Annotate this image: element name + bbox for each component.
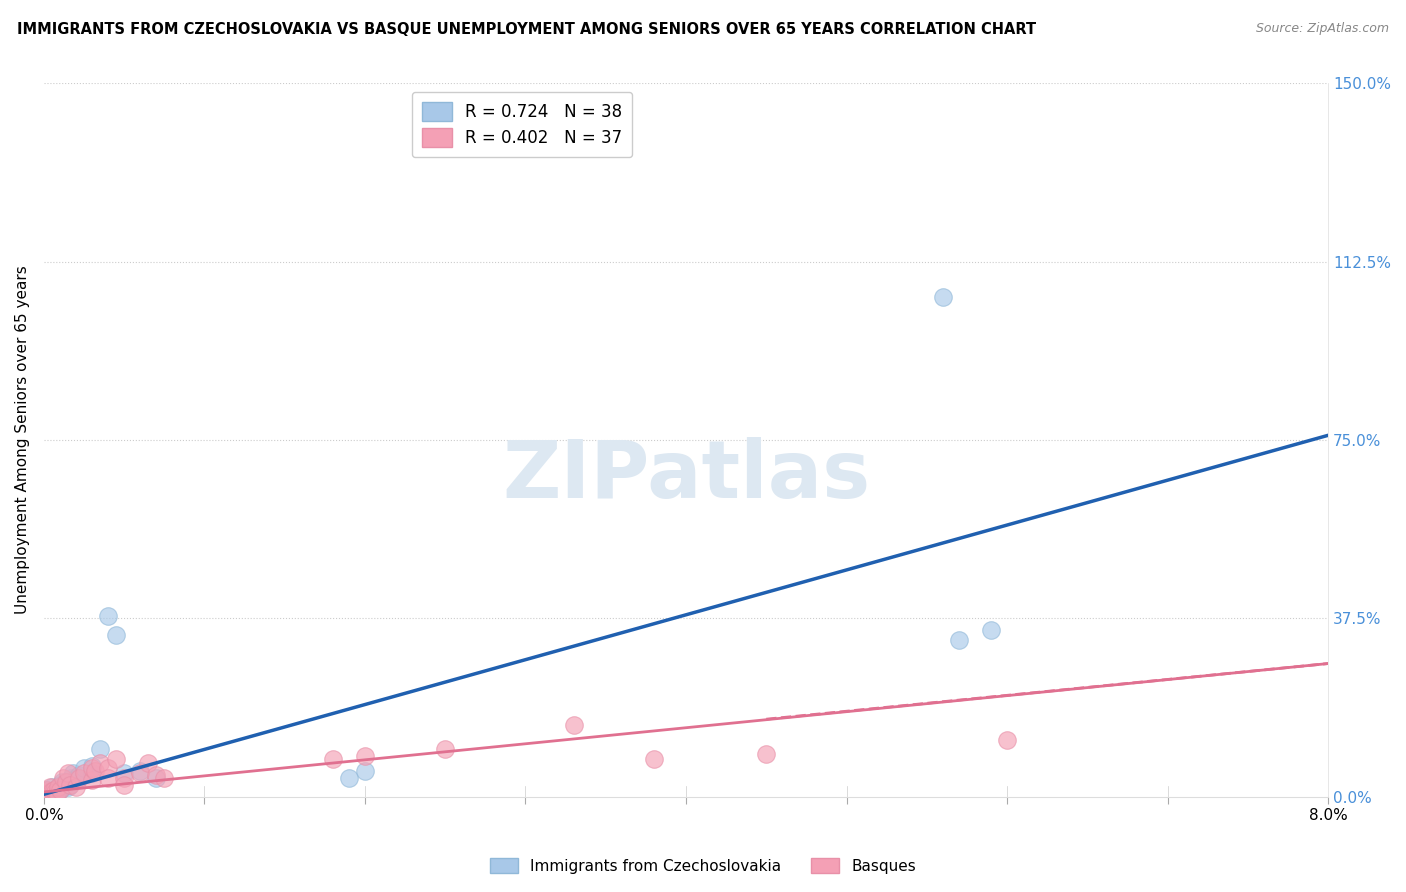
Point xyxy=(65,771,87,785)
Point xyxy=(62,765,84,780)
Point xyxy=(112,771,135,785)
Point xyxy=(89,742,111,756)
Point xyxy=(52,771,75,785)
Point xyxy=(112,765,135,780)
Point xyxy=(89,756,111,771)
Point xyxy=(995,732,1018,747)
Point xyxy=(42,782,65,797)
Point xyxy=(38,786,60,800)
Point xyxy=(58,778,80,792)
Point xyxy=(80,772,103,787)
Point xyxy=(105,751,128,765)
Point xyxy=(53,778,76,792)
Point xyxy=(65,780,87,794)
Point xyxy=(145,768,167,782)
Point xyxy=(46,780,69,794)
Point xyxy=(97,771,120,785)
Point xyxy=(41,780,63,794)
Point xyxy=(34,785,56,799)
Text: Source: ZipAtlas.com: Source: ZipAtlas.com xyxy=(1256,22,1389,36)
Point xyxy=(41,784,63,798)
Legend: Immigrants from Czechoslovakia, Basques: Immigrants from Czechoslovakia, Basques xyxy=(484,852,922,880)
Point xyxy=(39,780,62,794)
Point xyxy=(97,609,120,624)
Point xyxy=(80,765,103,780)
Point xyxy=(56,780,79,794)
Point xyxy=(38,785,60,799)
Point xyxy=(354,749,377,764)
Point xyxy=(80,761,103,775)
Point xyxy=(643,751,665,765)
Point xyxy=(97,761,120,775)
Point xyxy=(65,772,87,787)
Point xyxy=(34,785,56,799)
Point xyxy=(67,771,90,785)
Point xyxy=(35,782,58,797)
Point xyxy=(58,778,80,792)
Point xyxy=(84,764,107,778)
Point xyxy=(980,624,1002,638)
Point xyxy=(145,771,167,785)
Point xyxy=(129,765,152,780)
Point xyxy=(51,775,73,789)
Point xyxy=(73,765,96,780)
Point xyxy=(948,632,970,647)
Legend: R = 0.724   N = 38, R = 0.402   N = 37: R = 0.724 N = 38, R = 0.402 N = 37 xyxy=(412,92,633,157)
Point xyxy=(434,742,457,756)
Point xyxy=(45,785,67,799)
Point xyxy=(35,782,58,797)
Text: ZIPatlas: ZIPatlas xyxy=(502,437,870,515)
Point xyxy=(60,771,83,785)
Point xyxy=(129,764,152,778)
Point xyxy=(44,782,66,797)
Point xyxy=(67,768,90,782)
Point xyxy=(755,747,778,761)
Point xyxy=(153,771,176,785)
Point xyxy=(932,290,955,304)
Point xyxy=(55,775,77,789)
Point xyxy=(80,758,103,772)
Point xyxy=(562,718,585,732)
Point xyxy=(73,761,96,775)
Point xyxy=(49,782,72,797)
Point xyxy=(49,782,72,797)
Point xyxy=(39,784,62,798)
Point xyxy=(55,775,77,789)
Point xyxy=(354,764,377,778)
Point xyxy=(105,628,128,642)
Y-axis label: Unemployment Among Seniors over 65 years: Unemployment Among Seniors over 65 years xyxy=(15,266,30,615)
Point xyxy=(45,786,67,800)
Point xyxy=(35,786,58,800)
Point xyxy=(44,785,66,799)
Point xyxy=(42,785,65,799)
Text: IMMIGRANTS FROM CZECHOSLOVAKIA VS BASQUE UNEMPLOYMENT AMONG SENIORS OVER 65 YEAR: IMMIGRANTS FROM CZECHOSLOVAKIA VS BASQUE… xyxy=(17,22,1036,37)
Point xyxy=(52,780,75,794)
Point xyxy=(112,778,135,792)
Point xyxy=(56,765,79,780)
Point xyxy=(322,751,344,765)
Point xyxy=(41,786,63,800)
Point xyxy=(136,756,159,771)
Point xyxy=(46,780,69,794)
Point xyxy=(337,771,360,785)
Point xyxy=(49,778,72,792)
